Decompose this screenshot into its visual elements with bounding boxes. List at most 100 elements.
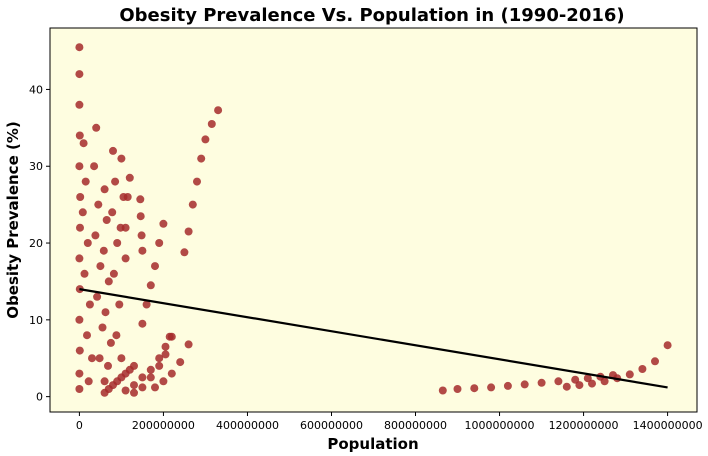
data-point (159, 219, 168, 228)
data-point (75, 254, 84, 263)
data-point (146, 373, 155, 382)
chart-title: Obesity Prevalence Vs. Population in (19… (119, 5, 624, 26)
data-point (100, 377, 109, 386)
x-tick-label: 1200000000 (549, 419, 619, 432)
data-point (121, 223, 130, 232)
data-point (161, 342, 170, 351)
y-tick-label: 10 (29, 314, 43, 327)
x-tick-label: 0 (76, 419, 83, 432)
y-tick-label: 30 (29, 160, 43, 173)
y-tick-label: 20 (29, 237, 43, 250)
data-point (115, 300, 124, 309)
data-point (75, 131, 84, 140)
data-point (151, 383, 159, 392)
data-point (184, 227, 193, 236)
data-point (130, 361, 138, 370)
data-point (138, 319, 147, 328)
data-point (161, 350, 170, 359)
data-point (75, 43, 84, 52)
data-point (155, 361, 164, 370)
data-points (75, 43, 672, 397)
data-point (575, 381, 584, 390)
data-point (104, 361, 112, 370)
data-point (98, 323, 107, 332)
data-point (184, 340, 193, 349)
data-point (85, 300, 94, 309)
data-point (108, 208, 117, 217)
x-tick-label: 200000000 (132, 419, 195, 432)
data-point (176, 358, 185, 367)
data-point (104, 277, 113, 286)
data-point (75, 100, 84, 109)
data-point (138, 383, 147, 392)
data-point (92, 123, 101, 132)
data-point (76, 223, 84, 232)
data-point (80, 269, 89, 278)
data-point (75, 346, 84, 355)
data-point (101, 308, 110, 317)
data-point (142, 300, 151, 309)
data-point (571, 375, 580, 384)
data-point (109, 269, 118, 278)
data-point (78, 208, 87, 217)
data-point (167, 369, 176, 378)
data-point (79, 139, 88, 148)
data-point (130, 381, 138, 390)
data-point (100, 185, 109, 194)
data-point (117, 154, 126, 163)
data-point (180, 248, 189, 257)
data-point (96, 262, 105, 271)
data-point (136, 212, 145, 221)
data-point (583, 374, 592, 383)
data-point (111, 177, 120, 186)
data-point (651, 357, 659, 366)
data-point (188, 200, 197, 209)
data-point (109, 146, 117, 155)
data-point (84, 377, 93, 386)
data-point (83, 239, 92, 247)
data-point (155, 239, 164, 247)
x-axis-label: Population (327, 435, 418, 453)
data-point (663, 341, 672, 350)
data-point (625, 370, 634, 379)
data-point (201, 135, 210, 144)
data-point (438, 386, 447, 395)
data-point (81, 177, 90, 186)
data-point (138, 373, 147, 382)
data-point (117, 354, 126, 363)
data-point (75, 385, 84, 393)
data-point (106, 338, 115, 347)
trend-line (79, 288, 668, 389)
data-point (155, 354, 164, 363)
data-point (88, 354, 96, 363)
data-point (214, 106, 223, 115)
data-point (453, 385, 462, 393)
data-point (113, 239, 122, 247)
data-point (75, 315, 84, 324)
x-tick-label: 400000000 (216, 419, 279, 432)
y-axis: 0 10 20 30 40 (29, 83, 50, 404)
data-point (520, 380, 529, 389)
data-point (123, 193, 132, 201)
data-point (94, 200, 103, 209)
data-point (75, 70, 84, 79)
data-point (165, 332, 174, 341)
data-point (75, 369, 84, 378)
data-point (197, 154, 206, 163)
data-point (99, 246, 108, 255)
data-point (137, 231, 146, 240)
data-point (125, 173, 134, 182)
data-point (554, 377, 563, 386)
data-point (193, 177, 201, 186)
trend-line-group (79, 288, 668, 389)
data-point (638, 365, 647, 373)
data-point (562, 382, 571, 391)
data-point (75, 162, 84, 171)
data-point (138, 246, 147, 255)
data-point (95, 354, 104, 363)
data-point (600, 377, 609, 386)
data-point (159, 377, 168, 386)
x-axis: 0 200000000 400000000 600000000 800000000 100… (76, 412, 703, 432)
plot-area (49, 27, 698, 413)
